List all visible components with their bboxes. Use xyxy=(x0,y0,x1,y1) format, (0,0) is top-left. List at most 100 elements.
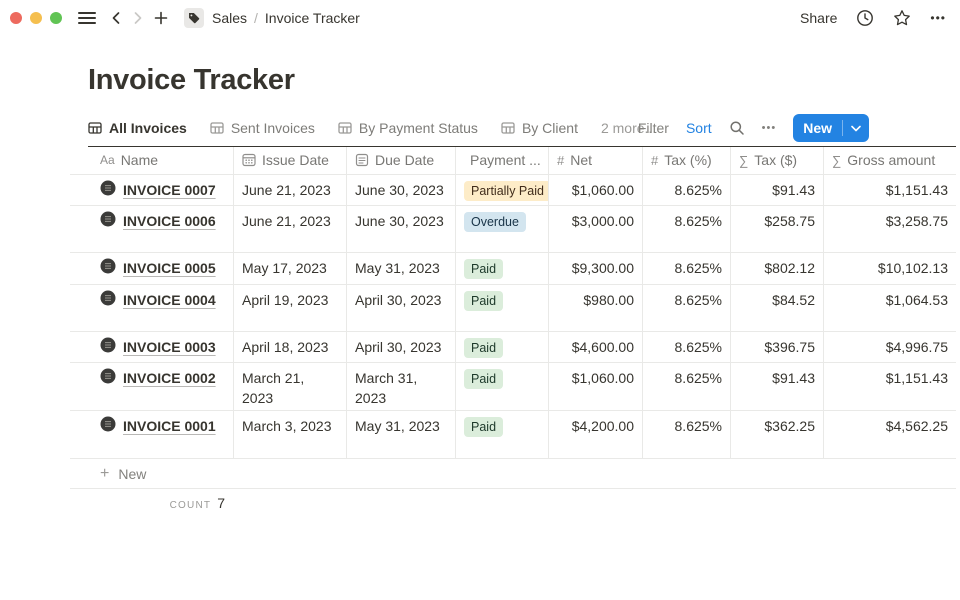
column-header-due-date[interactable]: Due Date xyxy=(346,146,455,174)
payment-status-cell[interactable]: Overdue xyxy=(455,206,548,252)
column-header-tax-usd[interactable]: ∑ Tax ($) xyxy=(730,146,823,174)
count-value: 7 xyxy=(217,495,225,511)
due-date-cell[interactable]: June 30, 2023 xyxy=(346,206,455,252)
page-title: Invoice Tracker xyxy=(88,64,295,96)
issue-date-cell[interactable]: March 21, 2023 xyxy=(233,363,346,410)
net-cell[interactable]: $4,600.00 xyxy=(548,332,642,362)
tab-sent-invoices[interactable]: Sent Invoices xyxy=(210,120,315,136)
invoice-table: Aa Name Issue Date Due Date Payment ... … xyxy=(70,146,956,511)
column-header-payment-status[interactable]: Payment ... xyxy=(455,146,548,174)
column-header-tax-pct[interactable]: # Tax (%) xyxy=(642,146,730,174)
filter-button[interactable]: Filter xyxy=(637,120,669,136)
issue-date-cell[interactable]: March 3, 2023 xyxy=(233,411,346,458)
tax-usd-cell: $802.12 xyxy=(730,253,823,284)
issue-date-cell[interactable]: May 17, 2023 xyxy=(233,253,346,284)
issue-date-cell[interactable]: June 21, 2023 xyxy=(233,175,346,205)
tax-pct-cell[interactable]: 8.625% xyxy=(642,285,730,331)
tab-all-invoices[interactable]: All Invoices xyxy=(88,120,187,136)
column-header-issue-date[interactable]: Issue Date xyxy=(233,146,346,174)
tax-pct-cell[interactable]: 8.625% xyxy=(642,253,730,284)
net-cell[interactable]: $4,200.00 xyxy=(548,411,642,458)
invoice-page-link[interactable]: INVOICE 0007 xyxy=(88,175,233,205)
tax-usd-cell: $84.52 xyxy=(730,285,823,331)
page-icon-tag[interactable] xyxy=(184,8,204,28)
tax-pct-cell[interactable]: 8.625% xyxy=(642,363,730,410)
invoice-page-link[interactable]: INVOICE 0002 xyxy=(88,363,233,410)
status-badge[interactable]: Paid xyxy=(464,291,504,311)
due-date-cell[interactable]: March 31, 2023 xyxy=(346,363,455,410)
due-date-cell[interactable]: June 30, 2023 xyxy=(346,175,455,205)
formula-property-icon: ∑ xyxy=(739,152,749,168)
due-date-cell[interactable]: May 31, 2023 xyxy=(346,253,455,284)
new-record-button[interactable]: New xyxy=(793,114,869,142)
add-new-row-button[interactable]: + New xyxy=(70,459,956,489)
invoice-page-link[interactable]: INVOICE 0001 xyxy=(88,411,233,458)
tax-usd-cell: $91.43 xyxy=(730,363,823,410)
status-badge[interactable]: Partially Paid xyxy=(464,181,548,201)
status-badge[interactable]: Overdue xyxy=(464,212,526,232)
search-icon[interactable] xyxy=(729,120,745,136)
invoice-page-link[interactable]: INVOICE 0005 xyxy=(88,253,233,284)
window-minimize-button[interactable] xyxy=(30,12,42,24)
tax-pct-cell[interactable]: 8.625% xyxy=(642,332,730,362)
net-cell[interactable]: $1,060.00 xyxy=(548,363,642,410)
net-cell[interactable]: $980.00 xyxy=(548,285,642,331)
invoice-page-link[interactable]: INVOICE 0006 xyxy=(88,206,233,252)
tax-pct-cell[interactable]: 8.625% xyxy=(642,175,730,205)
net-cell[interactable]: $9,300.00 xyxy=(548,253,642,284)
new-button-chevron-down-icon[interactable] xyxy=(843,125,869,132)
tag-icon xyxy=(189,13,200,24)
more-options-icon[interactable]: ••• xyxy=(930,11,946,25)
breadcrumb-parent[interactable]: Sales xyxy=(212,10,248,26)
issue-date-cell[interactable]: April 18, 2023 xyxy=(233,332,346,362)
window-close-button[interactable] xyxy=(10,12,22,24)
updates-clock-icon[interactable] xyxy=(856,9,874,27)
new-button-label[interactable]: New xyxy=(803,120,832,136)
net-cell[interactable]: $3,000.00 xyxy=(548,206,642,252)
status-badge[interactable]: Paid xyxy=(464,417,504,437)
view-controls: Filter Sort ••• New xyxy=(638,114,869,142)
gross-amount-cell: $3,258.75 xyxy=(823,206,956,252)
count-calculation[interactable]: COUNT 7 xyxy=(88,495,233,511)
net-cell[interactable]: $1,060.00 xyxy=(548,175,642,205)
forward-button[interactable] xyxy=(132,11,144,25)
tax-pct-cell[interactable]: 8.625% xyxy=(642,206,730,252)
view-options-icon[interactable]: ••• xyxy=(761,122,777,134)
payment-status-cell[interactable]: Partially Paid xyxy=(455,175,548,205)
window-titlebar: Sales / Invoice Tracker Share ••• xyxy=(0,0,960,36)
tab-by-client[interactable]: By Client xyxy=(501,120,578,136)
table-view-icon xyxy=(88,122,102,134)
issue-date-cell[interactable]: April 19, 2023 xyxy=(233,285,346,331)
issue-date-cell[interactable]: June 21, 2023 xyxy=(233,206,346,252)
payment-status-cell[interactable]: Paid xyxy=(455,332,548,362)
breadcrumb-current[interactable]: Invoice Tracker xyxy=(264,10,360,26)
status-badge[interactable]: Paid xyxy=(464,369,504,389)
more-views-link[interactable]: 2 more... xyxy=(600,120,657,136)
status-badge[interactable]: Paid xyxy=(464,259,504,279)
back-button[interactable] xyxy=(110,11,122,25)
invoice-page-link[interactable]: INVOICE 0003 xyxy=(88,332,233,362)
table-view-icon xyxy=(210,122,224,134)
new-page-button[interactable] xyxy=(154,11,168,25)
tax-pct-cell[interactable]: 8.625% xyxy=(642,411,730,458)
favorite-star-icon[interactable] xyxy=(893,9,911,27)
due-date-cell[interactable]: May 31, 2023 xyxy=(346,411,455,458)
column-header-gross-amount[interactable]: ∑ Gross amount xyxy=(823,146,956,174)
share-button[interactable]: Share xyxy=(800,10,838,26)
tab-by-payment-status[interactable]: By Payment Status xyxy=(338,120,478,136)
column-header-name[interactable]: Aa Name xyxy=(100,152,159,168)
invoice-page-link[interactable]: INVOICE 0004 xyxy=(88,285,233,331)
sidebar-toggle-icon[interactable] xyxy=(78,9,96,27)
window-zoom-button[interactable] xyxy=(50,12,62,24)
due-date-cell[interactable]: April 30, 2023 xyxy=(346,332,455,362)
payment-status-cell[interactable]: Paid xyxy=(455,285,548,331)
gross-amount-cell: $10,102.13 xyxy=(823,253,956,284)
column-header-net[interactable]: # Net xyxy=(548,146,642,174)
payment-status-cell[interactable]: Paid xyxy=(455,363,548,410)
payment-status-cell[interactable]: Paid xyxy=(455,253,548,284)
status-badge[interactable]: Paid xyxy=(464,338,504,358)
payment-status-cell[interactable]: Paid xyxy=(455,411,548,458)
sort-button[interactable]: Sort xyxy=(685,120,712,136)
breadcrumb-separator: / xyxy=(254,10,258,26)
due-date-cell[interactable]: April 30, 2023 xyxy=(346,285,455,331)
